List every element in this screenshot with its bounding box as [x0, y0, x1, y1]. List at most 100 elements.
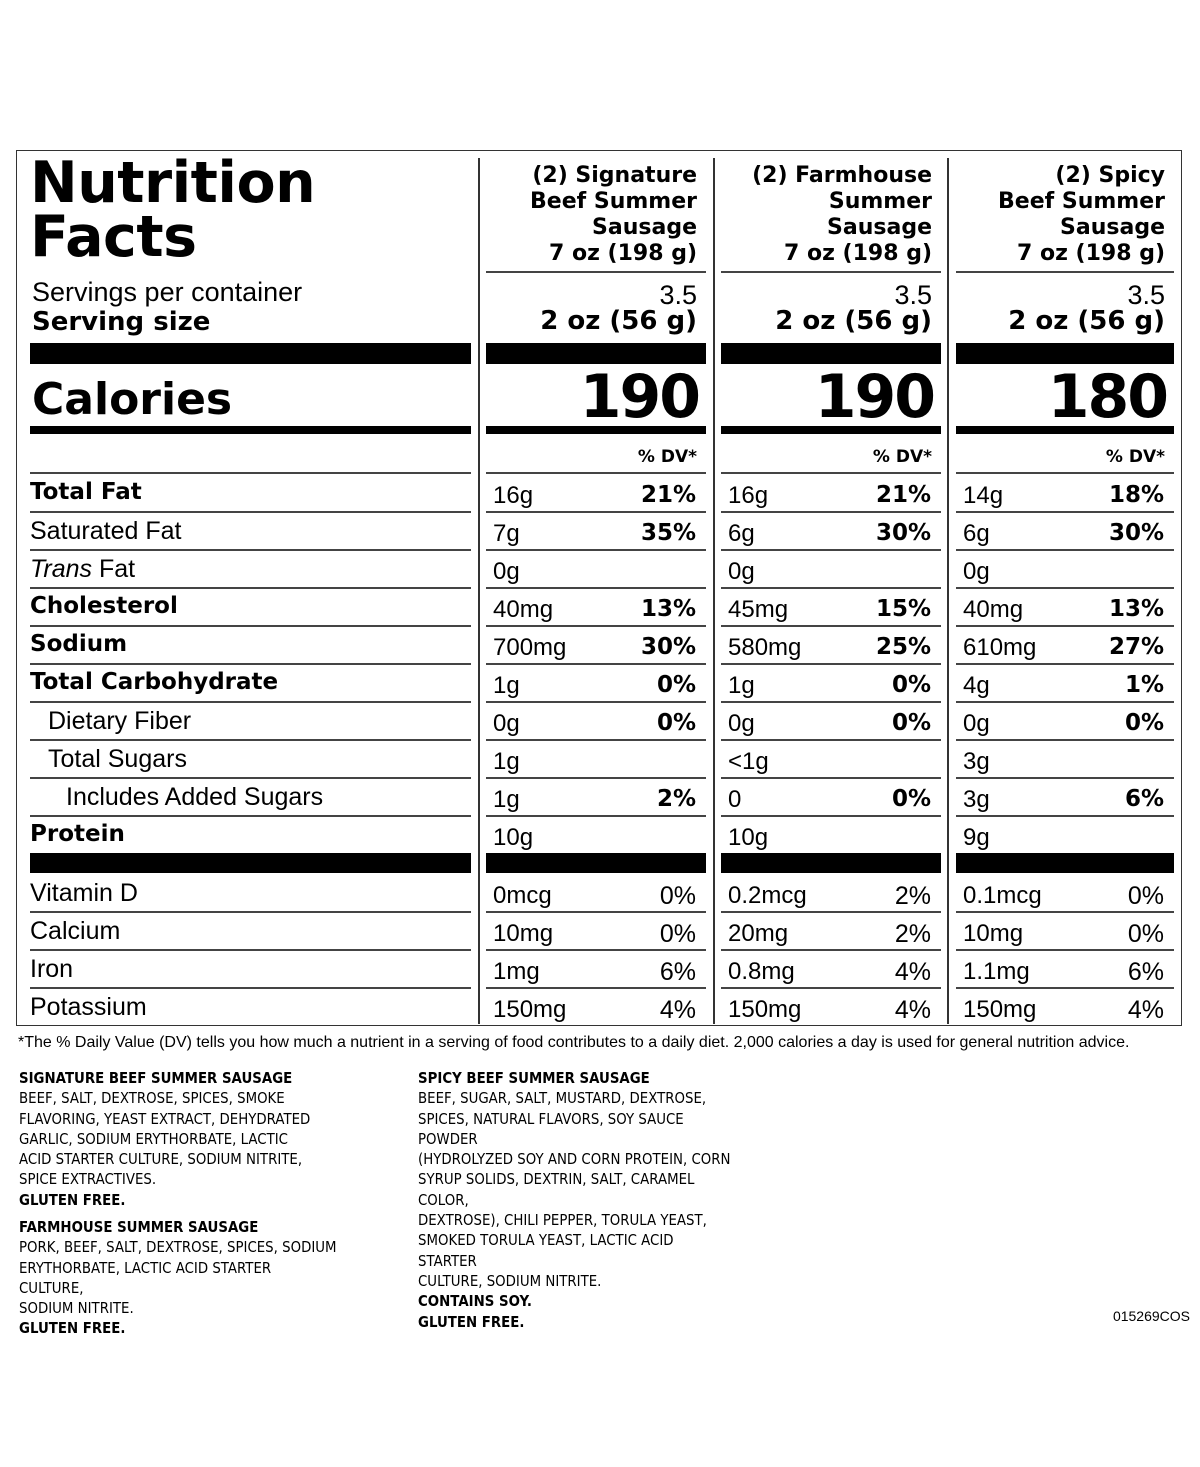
nutrient-daily-value: 21% [640, 482, 696, 508]
rule [486, 739, 706, 741]
rule [721, 549, 941, 551]
nutrient-amount: 4g [963, 672, 990, 699]
rule [30, 587, 471, 589]
rule [30, 987, 471, 989]
nutrient-daily-value: 0% [656, 672, 696, 698]
medium-rule [721, 426, 941, 434]
ingredients-line: FLAVORING, YEAST EXTRACT, DEHYDRATED [19, 1109, 311, 1128]
vitamin-daily-value: 2% [894, 920, 931, 948]
nutrient-daily-value: 35% [640, 520, 696, 546]
ingredients-line: SODIUM NITRITE. [19, 1299, 134, 1318]
vitamin-daily-value: 0% [659, 920, 696, 948]
rule [956, 949, 1174, 951]
product-heading-line: Sausage [827, 215, 932, 240]
rule [721, 271, 941, 273]
nutrient-label: Saturated Fat [30, 517, 182, 545]
nutrient-daily-value: 0% [891, 710, 931, 736]
calories-value: 190 [814, 362, 936, 432]
thick-rule [956, 343, 1174, 364]
nutrient-amount: 0g [728, 710, 755, 737]
vitamin-daily-value: 6% [659, 958, 696, 986]
rule [30, 815, 471, 817]
nutrient-amount: 0g [963, 558, 990, 585]
rule [30, 739, 471, 741]
rule [956, 472, 1174, 474]
rule [486, 271, 706, 273]
rule [721, 587, 941, 589]
ingredients-line: DEXTROSE), CHILI PEPPER, TORULA YEAST, [418, 1211, 707, 1230]
product-heading-line: (2) Signature [532, 163, 697, 188]
rule [956, 587, 1174, 589]
rule [30, 511, 471, 513]
rule [721, 815, 941, 817]
rule [486, 587, 706, 589]
nutrient-daily-value: 18% [1108, 482, 1164, 508]
serving-size-value: 2 oz (56 g) [540, 306, 697, 336]
vitamin-amount: 10mg [963, 920, 1024, 947]
nutrient-amount: <1g [728, 748, 769, 775]
rule [486, 911, 706, 913]
product-heading: (2) Signature Beef Summer Sausage 7 oz (198… [457, 163, 697, 267]
nutrient-amount: 1g [728, 672, 755, 699]
nutrient-amount: 0g [493, 710, 520, 737]
nutrient-daily-value: 13% [1108, 596, 1164, 622]
nutrient-label: Includes Added Sugars [66, 783, 324, 811]
rule [956, 271, 1174, 273]
nutrient-label: Sodium [30, 631, 128, 657]
nutrient-amount: 40mg [963, 596, 1024, 623]
vitamin-amount: 150mg [728, 996, 802, 1023]
nutrient-daily-value: 30% [875, 520, 931, 546]
vitamin-amount: 150mg [963, 996, 1037, 1023]
vitamin-daily-value: 0% [1127, 882, 1164, 910]
medium-rule [486, 426, 706, 434]
vitamin-daily-value: 4% [894, 958, 931, 986]
ingredients-heading: SIGNATURE BEEF SUMMER SAUSAGE [19, 1069, 293, 1087]
vitamin-amount: 0mcg [493, 882, 552, 909]
rule [486, 511, 706, 513]
ingredients-farmhouse: FARMHOUSE SUMMER SAUSAGE PORK, BEEF, SAL… [19, 1217, 337, 1339]
title-line-1: Nutrition [30, 150, 316, 216]
serving-size-value: 2 oz (56 g) [1008, 306, 1165, 336]
daily-value-header: % DV* [637, 447, 697, 467]
ingredients-signature: SIGNATURE BEEF SUMMER SAUSAGE BEEF, SALT… [19, 1068, 337, 1210]
nutrient-daily-value: 25% [875, 634, 931, 660]
rule [721, 949, 941, 951]
rule [721, 663, 941, 665]
rule [486, 472, 706, 474]
rule [956, 511, 1174, 513]
column-divider [947, 158, 949, 1024]
rule [486, 987, 706, 989]
rule [486, 625, 706, 627]
product-code: 015269COS [1112, 1308, 1190, 1324]
ingredients-spicy: SPICY BEEF SUMMER SAUSAGE BEEF, SUGAR, S… [418, 1068, 736, 1332]
daily-value-header: % DV* [1105, 447, 1165, 467]
thick-rule [30, 343, 471, 364]
servings-per-container-value: 3.5 [894, 280, 932, 310]
vitamin-amount: 1mg [493, 958, 540, 985]
title-line-2: Facts [30, 204, 197, 270]
daily-value-header: % DV* [872, 447, 932, 467]
rule [486, 815, 706, 817]
ingredients-line: SYRUP SOLIDS, DEXTRIN, SALT, CARAMEL COL… [418, 1170, 695, 1209]
ingredients-line: SPICE EXTRACTIVES. [19, 1170, 157, 1189]
ingredients-line: CULTURE, SODIUM NITRITE. [418, 1271, 602, 1290]
vitamin-daily-value: 0% [659, 882, 696, 910]
vitamin-label: Vitamin D [30, 879, 138, 907]
nutrition-facts-panel [16, 150, 1182, 1026]
rule [956, 549, 1174, 551]
thick-rule [486, 343, 706, 364]
nutrient-daily-value: 0% [891, 786, 931, 812]
nutrient-amount: 3g [963, 786, 990, 813]
ingredients-line: BEEF, SUGAR, SALT, MUSTARD, DEXTROSE, [418, 1089, 707, 1108]
ingredients-heading: SPICY BEEF SUMMER SAUSAGE [418, 1069, 650, 1087]
rule [721, 511, 941, 513]
column-divider [713, 158, 715, 1024]
rule [956, 815, 1174, 817]
rule [486, 549, 706, 551]
product-heading-line: 7 oz (198 g) [784, 241, 932, 266]
nutrient-label: Trans Fat [30, 555, 135, 584]
nutrient-amount: 0g [963, 710, 990, 737]
nutrient-amount: 0 [728, 786, 742, 813]
nutrient-amount: 10g [728, 824, 769, 851]
rule [721, 777, 941, 779]
